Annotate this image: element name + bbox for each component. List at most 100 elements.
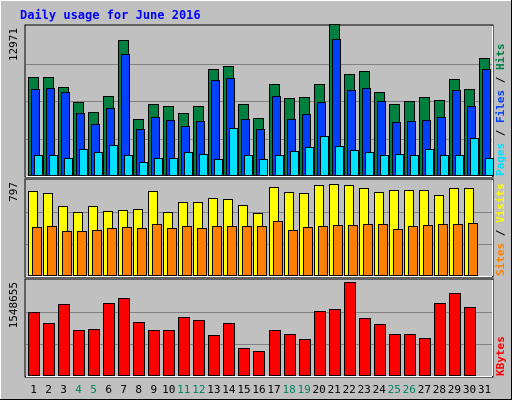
x-tick-label-day-8: 8 xyxy=(135,383,142,396)
bar-pages-day-7 xyxy=(124,155,133,176)
bar-kbytes-day-26 xyxy=(404,334,416,376)
bar-pages-day-6 xyxy=(109,145,118,176)
bar-kbytes-day-7 xyxy=(118,298,130,376)
bar-sites-day-25 xyxy=(393,229,403,276)
bar-kbytes-day-30 xyxy=(464,307,476,376)
bar-kbytes-day-22 xyxy=(344,282,356,376)
x-tick-label-day-22: 22 xyxy=(343,383,356,396)
x-tick-label-day-27: 27 xyxy=(418,383,431,396)
bar-kbytes-day-23 xyxy=(359,318,371,376)
bar-sites-day-4 xyxy=(77,231,87,276)
bar-sites-day-19 xyxy=(303,227,313,276)
x-tick-label-day-16: 16 xyxy=(252,383,265,396)
bar-pages-day-3 xyxy=(64,158,73,176)
y-axis-max-label: 797 xyxy=(7,182,20,202)
bar-sites-day-23 xyxy=(363,224,373,276)
bar-kbytes-day-8 xyxy=(133,322,145,376)
legend-separator: / xyxy=(494,223,507,243)
bar-kbytes-day-21 xyxy=(329,309,341,376)
bar-kbytes-day-18 xyxy=(284,334,296,376)
bar-kbytes-day-12 xyxy=(193,320,205,376)
x-tick-label-day-19: 19 xyxy=(297,383,310,396)
bar-pages-day-14 xyxy=(229,128,238,176)
bar-pages-day-15 xyxy=(244,155,253,176)
bar-pages-day-9 xyxy=(154,158,163,176)
bar-pages-day-4 xyxy=(79,149,88,176)
x-tick-label-day-26: 26 xyxy=(403,383,416,396)
bar-sites-day-20 xyxy=(318,226,328,276)
bar-sites-day-6 xyxy=(107,228,117,276)
x-tick-label-day-4: 4 xyxy=(75,383,82,396)
x-tick-label-day-28: 28 xyxy=(433,383,446,396)
panels: 12971 Pages / Files / Hits 797 Sites / Visi… xyxy=(7,24,507,378)
panel-hits-files-pages: 12971 Pages / Files / Hits xyxy=(7,24,507,178)
bar-kbytes-day-5 xyxy=(88,329,100,376)
bar-pages-day-29 xyxy=(455,155,464,176)
x-tick-label-day-15: 15 xyxy=(237,383,250,396)
bar-sites-day-24 xyxy=(378,224,388,276)
bar-kbytes-day-25 xyxy=(389,334,401,376)
bar-kbytes-day-1 xyxy=(28,312,40,376)
bar-pages-day-25 xyxy=(395,154,404,176)
legend-entry-kbytes: KBytes xyxy=(494,336,507,376)
bar-kbytes-day-14 xyxy=(223,323,235,376)
x-tick-label-day-21: 21 xyxy=(328,383,341,396)
bar-sites-day-22 xyxy=(348,225,358,276)
legend: Sites / Visits xyxy=(494,183,507,276)
x-tick-label-day-30: 30 xyxy=(463,383,476,396)
x-tick-label-day-11: 11 xyxy=(177,383,190,396)
bar-kbytes-day-28 xyxy=(434,303,446,376)
bar-pages-day-24 xyxy=(380,155,389,176)
bar-sites-day-21 xyxy=(333,225,343,276)
bar-pages-day-1 xyxy=(34,155,43,176)
bar-sites-day-17 xyxy=(273,221,283,276)
x-tick-label-day-7: 7 xyxy=(120,383,127,396)
x-tick-label-day-17: 17 xyxy=(267,383,280,396)
legend-separator: / xyxy=(494,70,507,90)
bar-sites-day-5 xyxy=(92,230,102,276)
bar-sites-day-13 xyxy=(212,226,222,276)
bar-pages-day-23 xyxy=(365,152,374,176)
bar-kbytes-day-3 xyxy=(58,304,70,376)
bar-sites-day-10 xyxy=(167,228,177,276)
bar-pages-day-21 xyxy=(335,146,344,176)
chart-title: Daily usage for June 2016 xyxy=(20,8,201,22)
x-tick-label-day-6: 6 xyxy=(105,383,112,396)
legend-entry-hits: Hits xyxy=(494,44,507,71)
bar-kbytes-day-24 xyxy=(374,324,386,376)
x-tick-label-day-18: 18 xyxy=(282,383,295,396)
bar-pages-day-27 xyxy=(425,149,434,176)
bar-kbytes-day-16 xyxy=(253,351,265,376)
bar-kbytes-day-13 xyxy=(208,335,220,376)
bar-pages-day-8 xyxy=(139,162,148,176)
bar-pages-day-28 xyxy=(440,155,449,176)
bar-kbytes-day-2 xyxy=(43,323,55,376)
bar-kbytes-day-19 xyxy=(299,339,311,376)
panel-kbytes: 1548655 KBytes xyxy=(7,278,507,378)
bar-sites-day-1 xyxy=(32,227,42,276)
x-tick-label-day-1: 1 xyxy=(30,383,37,396)
bar-kbytes-day-10 xyxy=(163,330,175,376)
bar-sites-day-3 xyxy=(62,231,72,276)
x-tick-label-day-20: 20 xyxy=(312,383,325,396)
bar-pages-day-17 xyxy=(275,155,284,176)
y-axis-max-label: 12971 xyxy=(7,28,20,61)
bar-sites-day-14 xyxy=(227,226,237,276)
x-tick-label-day-23: 23 xyxy=(358,383,371,396)
bar-pages-day-16 xyxy=(259,159,268,176)
x-tick-label-day-5: 5 xyxy=(90,383,97,396)
bar-sites-day-9 xyxy=(152,224,162,276)
bar-sites-day-16 xyxy=(257,226,267,276)
bar-pages-day-31 xyxy=(485,158,494,176)
x-tick-label-day-3: 3 xyxy=(60,383,67,396)
x-tick-label-day-13: 13 xyxy=(207,383,220,396)
bar-sites-day-30 xyxy=(468,223,478,276)
legend: Pages / Files / Hits xyxy=(494,44,507,177)
x-tick-label-day-31: 31 xyxy=(478,383,491,396)
bar-pages-day-30 xyxy=(470,138,479,176)
legend-entry-files: Files xyxy=(494,90,507,123)
legend-entry-visits: Visits xyxy=(494,183,507,223)
bar-kbytes-day-4 xyxy=(73,330,85,376)
bar-sites-day-18 xyxy=(288,230,298,276)
